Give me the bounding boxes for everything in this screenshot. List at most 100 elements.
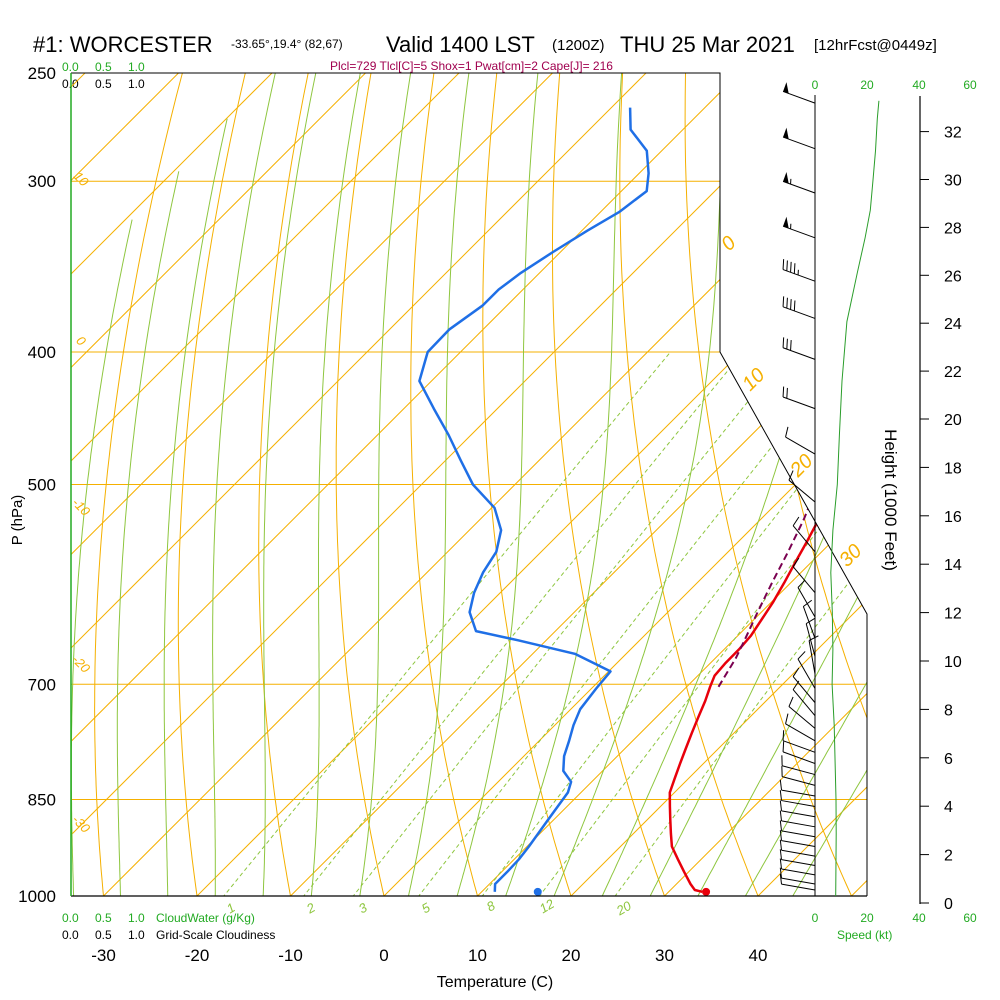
mixing-ratio-label: 3 <box>356 899 370 916</box>
wind-barbs <box>779 82 819 891</box>
valid-time: Valid 1400 LST <box>386 32 535 57</box>
height-tick-label: 24 <box>944 316 962 333</box>
height-tick-label: 32 <box>944 125 962 142</box>
mixing-ratio-line <box>330 351 789 896</box>
cloudiness-label: Grid-Scale Cloudiness <box>156 928 275 942</box>
pressure-tick-label: 500 <box>28 476 56 495</box>
cloud-top-green-1: 0.5 <box>95 60 112 74</box>
temperature-tick-label: -20 <box>185 946 210 965</box>
wind-barb <box>779 849 816 867</box>
plot-boundary <box>71 72 868 896</box>
isotherm-label-left: 0 <box>73 333 89 349</box>
mixing-ratio-label: 20 <box>613 898 635 919</box>
temperature-tick-label: 20 <box>562 946 581 965</box>
wind-barb <box>779 873 816 891</box>
wind-barb <box>782 216 816 239</box>
wind-barb <box>782 127 816 150</box>
height-tick-label: 28 <box>944 220 962 237</box>
isotherm-line <box>261 73 867 896</box>
height-tick-label: 16 <box>944 509 962 526</box>
wind-barb <box>785 426 816 455</box>
surface-temperature-dot <box>702 887 711 896</box>
cloud-bottom-green-2: 1.0 <box>128 911 145 925</box>
parcel-profile <box>717 339 867 688</box>
speed-top-20: 20 <box>860 78 874 92</box>
wind-barb <box>779 867 816 885</box>
isotherm-line <box>74 73 867 896</box>
dewpoint-profile <box>418 107 650 892</box>
mixing-ratio-line <box>199 351 671 896</box>
temperature-profile <box>668 100 867 894</box>
forecast-info: [12hrFcst@0449z] <box>814 37 937 54</box>
dry-adiabat <box>482 73 582 896</box>
isotherm-line <box>71 73 297 896</box>
speed-bottom-0: 0 <box>812 911 819 925</box>
cloud-bottom-green-1: 0.5 <box>95 911 112 925</box>
wind-barb <box>792 557 816 594</box>
isotherm-line <box>71 73 391 896</box>
height-tick-label: 6 <box>944 751 953 768</box>
height-tick-label: 2 <box>944 848 953 865</box>
cloud-top-black-2: 1.0 <box>128 77 145 91</box>
sounding-profiles <box>418 100 867 896</box>
wind-barb <box>779 790 816 807</box>
speed-top-40: 40 <box>912 78 926 92</box>
mixing-ratio-label: 5 <box>419 899 433 916</box>
moist-adiabat <box>494 73 624 896</box>
wind-speed-scale-bottom: 0 20 40 60 Speed (kt) <box>812 911 977 942</box>
wind-barb <box>785 713 816 742</box>
cloud-bottom-green-0: 0.0 <box>62 911 79 925</box>
height-tick-label: 0 <box>944 896 953 913</box>
height-tick-label: 30 <box>944 173 962 190</box>
mixing-ratio-label: 2 <box>303 899 318 916</box>
temperature-tick-label: 10 <box>468 946 487 965</box>
isotherm-line <box>448 73 867 896</box>
height-tick-label: 10 <box>944 654 962 671</box>
isotherm-label-right: 30 <box>835 540 866 571</box>
speed-label: Speed (kt) <box>837 928 892 942</box>
wind-barb <box>802 599 816 639</box>
mixing-ratio-line <box>459 351 867 896</box>
isotherm-line <box>71 73 578 896</box>
wind-barb <box>792 516 816 553</box>
moist-adiabat <box>71 219 133 896</box>
cloud-bottom-black-0: 0.0 <box>62 928 79 942</box>
y-axis-title: P (hPa) <box>9 495 26 546</box>
wind-barb <box>779 820 816 838</box>
moist-adiabat <box>775 73 867 896</box>
moist-adiabat <box>354 73 416 896</box>
wind-barb <box>782 259 816 282</box>
moist-adiabat <box>163 118 228 896</box>
pressure-tick-label: 300 <box>28 172 56 191</box>
utc-time: (1200Z) <box>552 37 605 54</box>
dry-adiabat <box>335 73 392 896</box>
wind-barb <box>792 680 816 716</box>
wind-barb <box>782 730 816 753</box>
speed-bottom-40: 40 <box>912 911 926 925</box>
moist-adiabat <box>635 73 867 896</box>
height-tick-label: 20 <box>944 412 962 429</box>
moist-adiabat <box>307 73 366 896</box>
dry-adiabat <box>552 73 676 896</box>
isotherm-line <box>71 73 484 896</box>
pressure-tick-label: 400 <box>28 343 56 362</box>
height-tick-label: 22 <box>944 364 962 381</box>
wind-barb <box>782 386 816 410</box>
dry-adiabat <box>94 73 190 896</box>
cloud-bottom-black-2: 1.0 <box>128 928 145 942</box>
isotherm-line <box>71 73 671 896</box>
height-tick-label: 12 <box>944 606 962 623</box>
moist-adiabat <box>728 73 867 896</box>
wind-barb <box>782 337 816 360</box>
isotherm-label-right: 10 <box>738 364 769 395</box>
dry-adiabat <box>619 73 771 896</box>
surface-dewpoint-dot <box>533 887 542 896</box>
mixing-ratio-line <box>395 351 848 896</box>
stability-indices: Plcl=729 Tlcl[C]=5 Shox=1 Pwat[cm]=2 Cap… <box>330 59 613 73</box>
isotherm-line <box>354 73 867 896</box>
pressure-tick-label: 250 <box>28 64 56 83</box>
station-title: #1: WORCESTER <box>33 32 213 57</box>
wind-speed-profile <box>830 100 880 897</box>
isotherm-label-left: 10 <box>71 168 92 189</box>
